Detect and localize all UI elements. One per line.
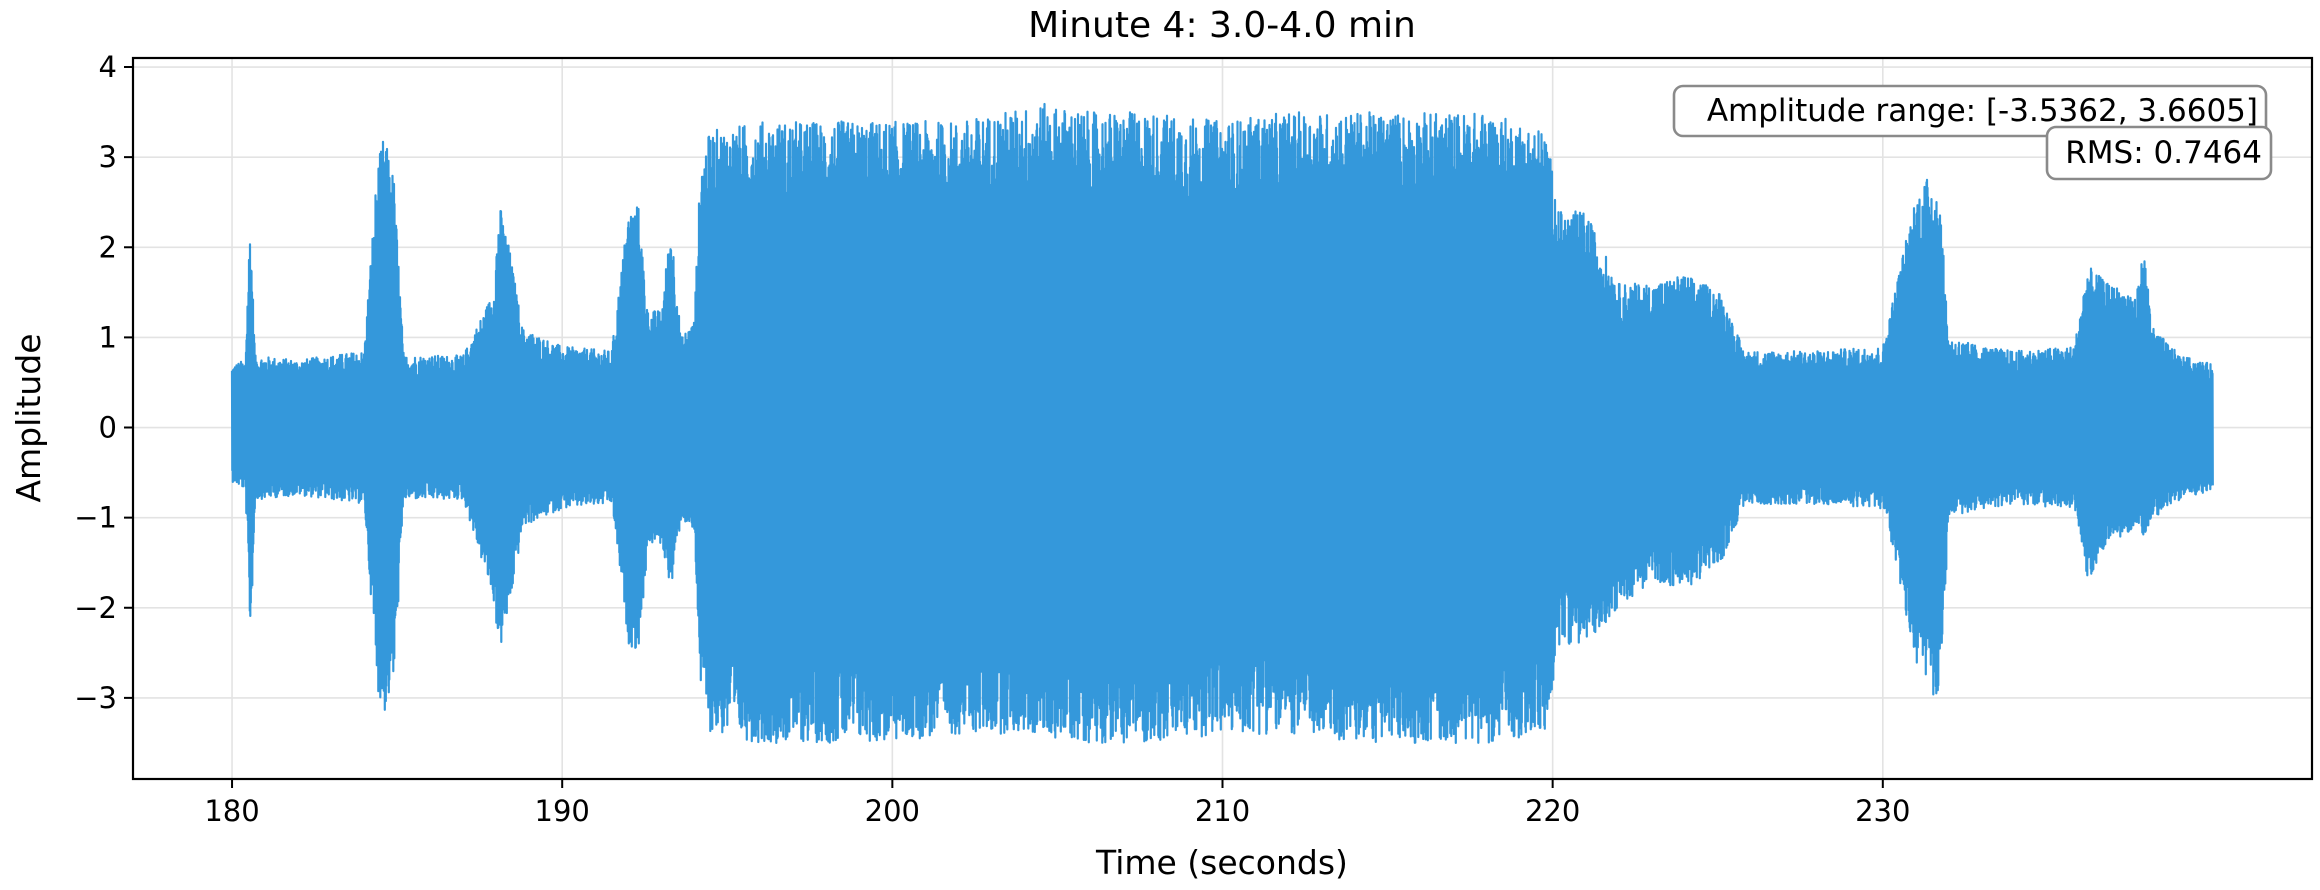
y-axis-ticks: −3 −2 −1 0 1 2 3 4 xyxy=(74,50,133,715)
chart-title: Minute 4: 3.0-4.0 min xyxy=(1028,5,1416,46)
y-tick-label: −3 xyxy=(74,681,117,715)
y-tick-label: −1 xyxy=(74,501,117,535)
y-tick-label: 3 xyxy=(99,140,117,174)
amplitude-range-annotation: Amplitude range: [-3.5362, 3.6605] xyxy=(1672,84,2268,138)
waveform-line xyxy=(230,102,2214,745)
amplitude-range-box xyxy=(1672,84,2268,138)
x-tick-label: 210 xyxy=(1195,794,1250,828)
y-tick-label: 0 xyxy=(99,411,117,445)
y-tick-label: −2 xyxy=(74,591,117,625)
x-tick-label: 230 xyxy=(1855,794,1910,828)
x-tick-label: 200 xyxy=(865,794,920,828)
rms-box xyxy=(2045,125,2273,181)
x-tick-label: 190 xyxy=(535,794,590,828)
y-tick-label: 4 xyxy=(99,50,117,84)
amplitude-range-text: Amplitude range: [-3.5362, 3.6605] xyxy=(1707,93,2258,129)
y-tick-label: 2 xyxy=(99,230,117,264)
y-tick-label: 1 xyxy=(99,320,117,354)
waveform-series xyxy=(230,102,2214,745)
x-tick-label: 220 xyxy=(1525,794,1580,828)
rms-annotation: RMS: 0.7464 xyxy=(2045,125,2273,181)
x-tick-label: 180 xyxy=(204,794,259,828)
rms-text: RMS: 0.7464 xyxy=(2065,135,2262,171)
x-axis-label: Time (seconds) xyxy=(1095,843,1348,882)
y-axis-label: Amplitude xyxy=(9,333,48,502)
x-axis-ticks: 180 190 200 210 220 230 xyxy=(204,779,1910,828)
